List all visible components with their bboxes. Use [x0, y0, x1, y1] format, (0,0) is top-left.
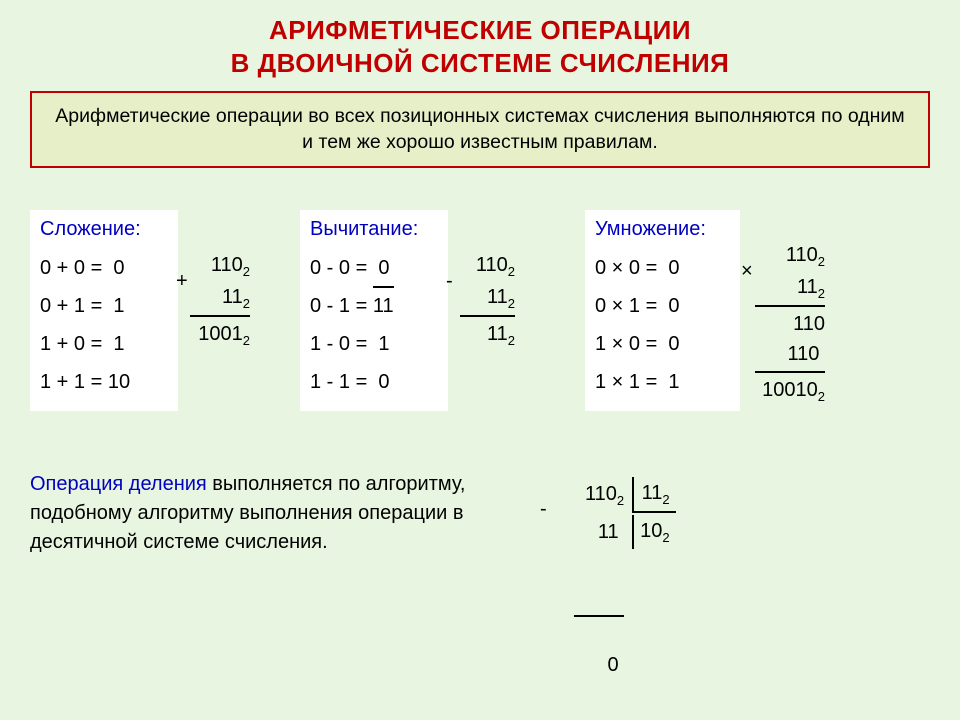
- intro-text: Арифметические операции во всех позицион…: [55, 105, 904, 153]
- calc-operand: 112: [190, 282, 250, 314]
- calc-partial: 110: [755, 309, 825, 339]
- multiplication-example: × 1102 112 110 110 100102: [755, 240, 825, 407]
- subtraction-rule: 0 - 1 = 11: [310, 287, 438, 325]
- calc-rule: [755, 371, 825, 373]
- addition-title: Сложение:: [40, 218, 168, 241]
- slide: АРИФМЕТИЧЕСКИЕ ОПЕРАЦИИ В ДВОИЧНОЙ СИСТЕ…: [0, 0, 960, 720]
- calc-rule: [755, 305, 825, 307]
- division-example: 1102 112 11 102 0: [555, 475, 678, 715]
- calc-result: 10012: [190, 319, 250, 351]
- calc-rule: [460, 315, 515, 317]
- multiplication-rule: 1 × 0 = 0: [595, 325, 730, 363]
- calc-operand: 112: [460, 282, 515, 314]
- subtraction-rule: 1 - 1 = 0: [310, 363, 438, 401]
- division-remainder-cell: 0: [557, 551, 630, 713]
- calc-result: 100102: [755, 375, 825, 407]
- calc-result: 112: [460, 319, 515, 351]
- remainder: 0: [607, 654, 618, 676]
- slide-title: АРИФМЕТИЧЕСКИЕ ОПЕРАЦИИ В ДВОИЧНОЙ СИСТЕ…: [0, 0, 960, 79]
- divisor: 112: [632, 477, 675, 513]
- division-minus-sign: -: [540, 498, 547, 521]
- division-text: Операция деления выполняется по алгоритм…: [30, 470, 510, 557]
- multiplication-rule: 1 × 1 = 1: [595, 363, 730, 401]
- subtraction-rule: 0 - 0 = 0: [310, 249, 438, 287]
- division-label: Операция деления: [30, 473, 207, 495]
- multiplication-title: Умножение:: [595, 218, 730, 241]
- times-sign: ×: [741, 256, 753, 286]
- calc-operand: 112: [755, 272, 825, 304]
- calc-operand: 1102: [460, 250, 515, 282]
- calc-partial: 110: [755, 339, 825, 369]
- borrow-overbar: 11: [373, 287, 394, 325]
- calc-operand: 1102: [190, 250, 250, 282]
- subtraction-title: Вычитание:: [310, 218, 438, 241]
- quotient: 102: [632, 515, 675, 549]
- subtraction-panel: Вычитание: 0 - 0 = 0 0 - 1 = 11 1 - 0 = …: [300, 210, 448, 411]
- title-line-2: В ДВОИЧНОЙ СИСТЕМЕ СЧИСЛЕНИЯ: [231, 48, 730, 78]
- division-sub-step: 11: [557, 515, 630, 549]
- multiplication-rule: 0 × 1 = 0: [595, 287, 730, 325]
- calc-rule: [574, 615, 624, 617]
- addition-rule: 0 + 0 = 0: [40, 249, 168, 287]
- addition-rule: 1 + 1 = 10: [40, 363, 168, 401]
- addition-panel: Сложение: 0 + 0 = 0 0 + 1 = 1 1 + 0 = 1 …: [30, 210, 178, 411]
- calc-operand: 1102: [755, 240, 825, 272]
- addition-rule: 0 + 1 = 1: [40, 287, 168, 325]
- minus-sign: -: [446, 266, 453, 296]
- title-line-1: АРИФМЕТИЧЕСКИЕ ОПЕРАЦИИ: [269, 15, 691, 45]
- calc-rule: [190, 315, 250, 317]
- addition-example: + 1102 112 10012: [190, 250, 250, 351]
- addition-rule: 1 + 0 = 1: [40, 325, 168, 363]
- plus-sign: +: [176, 266, 188, 296]
- multiplication-rule: 0 × 0 = 0: [595, 249, 730, 287]
- dividend: 1102: [557, 477, 630, 513]
- multiplication-panel: Умножение: 0 × 0 = 0 0 × 1 = 0 1 × 0 = 0…: [585, 210, 740, 411]
- subtraction-example: - 1102 112 112: [460, 250, 515, 351]
- subtraction-rule: 1 - 0 = 1: [310, 325, 438, 363]
- intro-box: Арифметические операции во всех позицион…: [30, 91, 930, 168]
